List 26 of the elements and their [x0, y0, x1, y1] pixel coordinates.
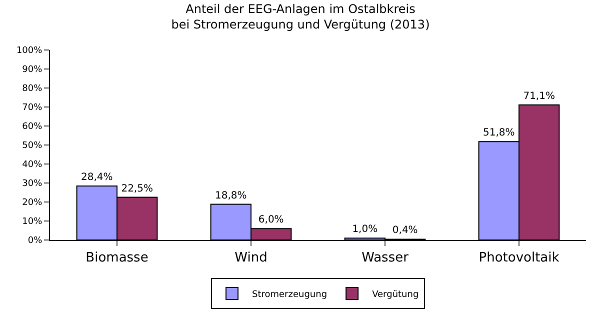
y-tick-label: 10%: [22, 217, 43, 228]
y-tick-label: 100%: [16, 46, 43, 56]
x-tick-label: Wasser: [362, 250, 410, 266]
data-label: 1,0%: [352, 224, 378, 236]
data-label: 6,0%: [258, 214, 284, 226]
data-label: 0,4%: [392, 225, 418, 236]
data-label: 51,8%: [483, 128, 515, 139]
y-tick-label: 70%: [22, 103, 43, 114]
x-tick-label: Biomasse: [86, 250, 148, 266]
y-tick-label: 80%: [22, 84, 43, 94]
y-tick-label: 90%: [22, 65, 43, 76]
legend-label: Vergütung: [372, 290, 419, 300]
data-label: 28,4%: [81, 172, 113, 184]
y-tick-label: 40%: [22, 160, 43, 170]
chart-title: Anteil der EEG-Anlagen im Ostalbkreis bei Stromerzeugung und Vergütung (2013): [171, 2, 430, 32]
legend-label: Stromerzeugung: [252, 290, 328, 300]
y-tick-label: 30%: [22, 179, 43, 190]
data-label: 18,8%: [215, 190, 247, 202]
data-label: 22,5%: [121, 183, 153, 194]
y-tick-label: 20%: [22, 198, 43, 208]
y-tick-label: 50%: [22, 141, 43, 152]
data-label: 71,1%: [523, 90, 555, 102]
x-tick-label: Photovoltaik: [478, 250, 560, 266]
y-tick-label: 60%: [22, 122, 43, 132]
x-tick-label: Wind: [234, 250, 268, 266]
y-tick-label: 0%: [28, 236, 43, 246]
